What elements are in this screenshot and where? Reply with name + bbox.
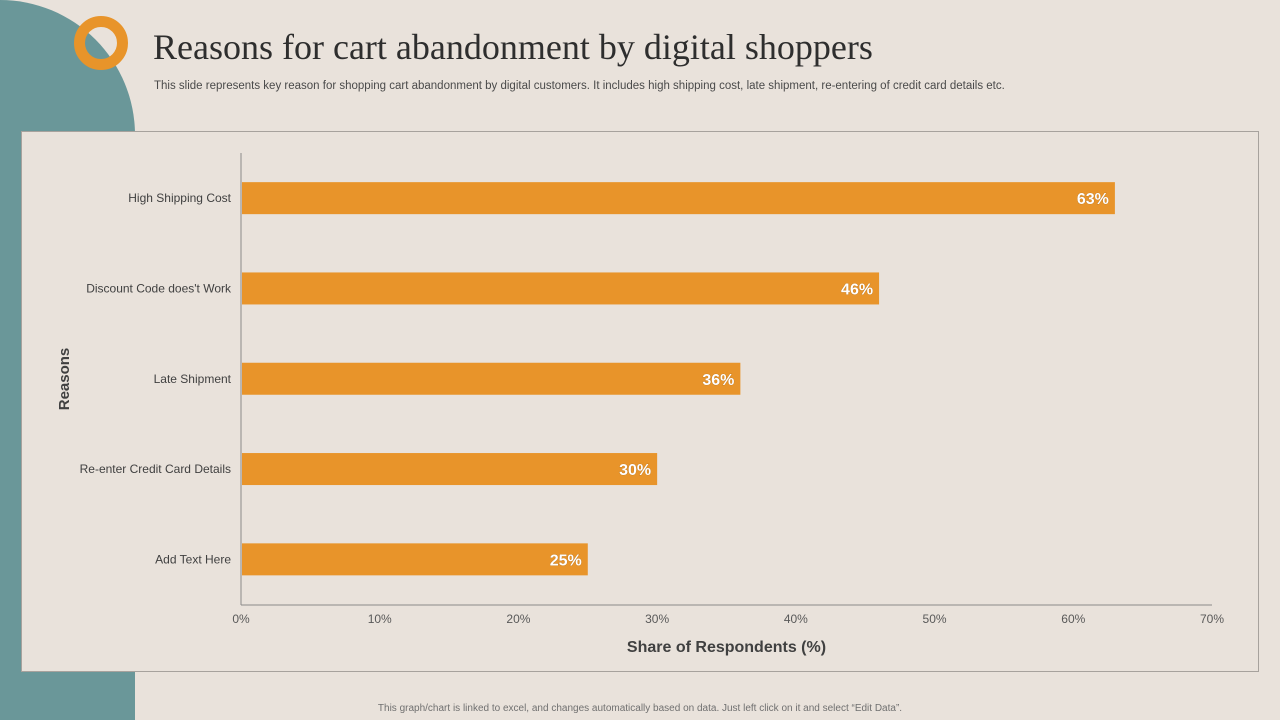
- y-axis-title: Reasons: [56, 348, 73, 411]
- x-tick-label: 70%: [1200, 612, 1224, 626]
- bar[interactable]: [242, 453, 658, 486]
- page-subtitle: This slide represents key reason for sho…: [154, 80, 1005, 92]
- x-tick-label: 20%: [506, 612, 530, 626]
- chart-panel[interactable]: 0% 10% 20% 30% 40% 50% 60% 70% High Shipping Cos…: [21, 131, 1259, 672]
- x-tick-label: 60%: [1061, 612, 1085, 626]
- data-label: 25%: [550, 552, 582, 569]
- data-label: 36%: [702, 372, 734, 389]
- x-axis-title: Share of Respondents (%): [627, 639, 826, 656]
- bar[interactable]: [242, 362, 741, 395]
- data-label: 63%: [1077, 191, 1109, 208]
- x-tick-label: 0%: [232, 612, 250, 626]
- bar[interactable]: [242, 182, 1115, 215]
- page-title: Reasons for cart abandonment by digital …: [153, 27, 873, 67]
- y-category-label: Add Text Here: [155, 552, 231, 566]
- y-category-label: Late Shipment: [154, 372, 232, 386]
- ring-icon: [74, 16, 128, 70]
- x-tick-label: 40%: [784, 612, 808, 626]
- bar[interactable]: [242, 272, 880, 305]
- data-label: 30%: [619, 462, 651, 479]
- x-tick-label: 10%: [368, 612, 392, 626]
- data-label: 46%: [841, 281, 873, 298]
- bar-chart[interactable]: 0% 10% 20% 30% 40% 50% 60% 70% High Shipping Cos…: [22, 132, 1260, 673]
- bar[interactable]: [242, 543, 588, 576]
- x-tick-label: 50%: [923, 612, 947, 626]
- y-category-label: High Shipping Cost: [128, 191, 231, 205]
- y-category-label: Re-enter Credit Card Details: [80, 462, 231, 476]
- x-tick-label: 30%: [645, 612, 669, 626]
- y-category-label: Discount Code does't Work: [86, 281, 232, 295]
- footer-note: This graph/chart is linked to excel, and…: [377, 703, 903, 714]
